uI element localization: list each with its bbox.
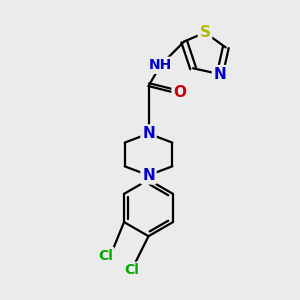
Text: S: S <box>200 25 211 40</box>
Text: N: N <box>142 168 155 183</box>
Text: N: N <box>214 67 226 82</box>
Text: O: O <box>173 85 186 100</box>
Text: Cl: Cl <box>125 263 140 278</box>
Text: NH: NH <box>149 58 172 72</box>
Text: Cl: Cl <box>98 248 113 262</box>
Text: N: N <box>142 126 155 141</box>
